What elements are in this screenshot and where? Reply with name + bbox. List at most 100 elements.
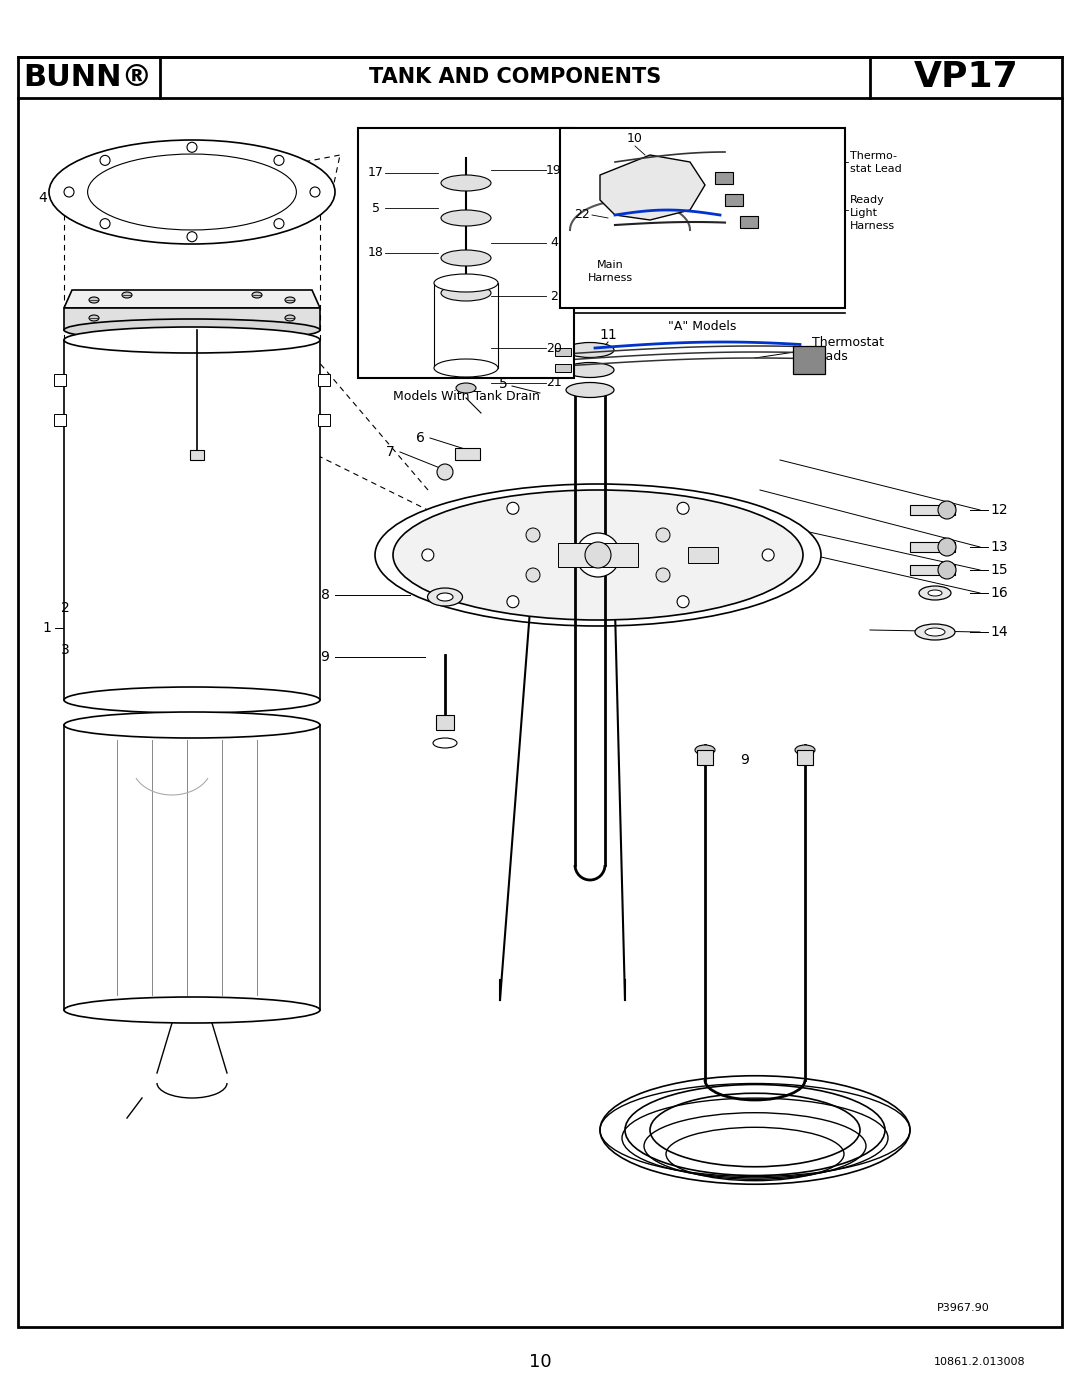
Ellipse shape — [49, 140, 335, 244]
Ellipse shape — [64, 687, 320, 712]
Ellipse shape — [928, 590, 942, 597]
Bar — [436, 715, 454, 731]
Ellipse shape — [428, 588, 462, 606]
Text: 16: 16 — [990, 585, 1008, 599]
Circle shape — [274, 218, 284, 229]
Circle shape — [526, 528, 540, 542]
Ellipse shape — [919, 585, 951, 599]
Ellipse shape — [434, 359, 498, 377]
Bar — [697, 750, 713, 766]
Text: Ready: Ready — [850, 196, 885, 205]
Text: 15: 15 — [990, 563, 1008, 577]
Text: 11: 11 — [599, 328, 617, 342]
Text: 7: 7 — [386, 446, 394, 460]
Circle shape — [939, 502, 956, 520]
Bar — [688, 548, 718, 563]
Bar — [434, 284, 498, 367]
Text: 3: 3 — [60, 643, 69, 657]
Ellipse shape — [89, 314, 99, 321]
Bar — [455, 448, 480, 460]
Ellipse shape — [285, 314, 295, 321]
Text: Models With Tank Drain: Models With Tank Drain — [392, 390, 539, 402]
Circle shape — [762, 549, 774, 562]
Ellipse shape — [437, 592, 453, 601]
Text: 2: 2 — [550, 289, 558, 303]
Bar — [740, 217, 758, 228]
Text: 10: 10 — [529, 1354, 551, 1370]
Bar — [558, 543, 638, 567]
Bar — [910, 504, 955, 515]
Polygon shape — [64, 291, 320, 307]
Ellipse shape — [64, 327, 320, 353]
Circle shape — [939, 538, 956, 556]
Text: 19: 19 — [546, 163, 562, 176]
Ellipse shape — [64, 712, 320, 738]
Text: Leads: Leads — [812, 351, 849, 363]
Ellipse shape — [375, 483, 821, 626]
Bar — [555, 365, 571, 372]
Circle shape — [939, 562, 956, 578]
Bar — [64, 339, 320, 700]
Ellipse shape — [252, 292, 262, 298]
Text: 14: 14 — [990, 624, 1008, 638]
Ellipse shape — [566, 362, 615, 377]
Circle shape — [100, 155, 110, 165]
Text: 17: 17 — [368, 166, 383, 179]
Text: stat Lead: stat Lead — [850, 163, 902, 175]
Text: BUNN®: BUNN® — [24, 63, 152, 91]
Ellipse shape — [441, 175, 491, 191]
Bar — [725, 194, 743, 205]
Ellipse shape — [795, 745, 815, 754]
Text: 22: 22 — [575, 208, 590, 222]
Text: Harness: Harness — [588, 272, 633, 284]
Bar — [54, 374, 66, 386]
Bar — [190, 450, 204, 460]
Ellipse shape — [87, 154, 296, 231]
Circle shape — [677, 595, 689, 608]
Bar — [910, 542, 955, 552]
Text: 4: 4 — [550, 236, 558, 250]
Polygon shape — [64, 307, 320, 330]
Bar — [797, 750, 813, 766]
Text: 18: 18 — [368, 246, 383, 260]
Text: 8: 8 — [321, 588, 329, 602]
Text: 10861.2.013008: 10861.2.013008 — [934, 1356, 1026, 1368]
Ellipse shape — [566, 342, 615, 358]
Bar — [357, 129, 573, 379]
Text: 5: 5 — [499, 377, 508, 391]
Text: 6: 6 — [416, 432, 424, 446]
Ellipse shape — [64, 997, 320, 1023]
Ellipse shape — [441, 285, 491, 300]
Circle shape — [656, 569, 670, 583]
Ellipse shape — [89, 298, 99, 303]
Ellipse shape — [696, 745, 715, 754]
Circle shape — [507, 595, 518, 608]
Ellipse shape — [566, 383, 615, 398]
Bar — [561, 129, 845, 307]
Text: 1: 1 — [42, 622, 52, 636]
Ellipse shape — [393, 490, 804, 620]
Bar — [715, 172, 733, 184]
Ellipse shape — [434, 274, 498, 292]
Circle shape — [187, 142, 197, 152]
Ellipse shape — [924, 629, 945, 636]
Text: VP17: VP17 — [914, 60, 1018, 94]
Ellipse shape — [915, 624, 955, 640]
Circle shape — [576, 534, 620, 577]
Text: 10: 10 — [551, 328, 569, 342]
Text: TANK AND COMPONENTS: TANK AND COMPONENTS — [369, 67, 661, 87]
Ellipse shape — [456, 383, 476, 393]
Text: Harness: Harness — [850, 221, 895, 231]
Ellipse shape — [64, 319, 320, 341]
Text: Light: Light — [850, 208, 878, 218]
Bar — [555, 348, 571, 356]
Circle shape — [310, 187, 320, 197]
Circle shape — [585, 542, 611, 569]
Text: 9: 9 — [741, 753, 750, 767]
Bar — [318, 374, 330, 386]
Text: 13: 13 — [990, 541, 1008, 555]
Text: 10: 10 — [627, 131, 643, 144]
Circle shape — [100, 218, 110, 229]
Text: P3967.90: P3967.90 — [937, 1303, 990, 1313]
Polygon shape — [600, 155, 705, 219]
